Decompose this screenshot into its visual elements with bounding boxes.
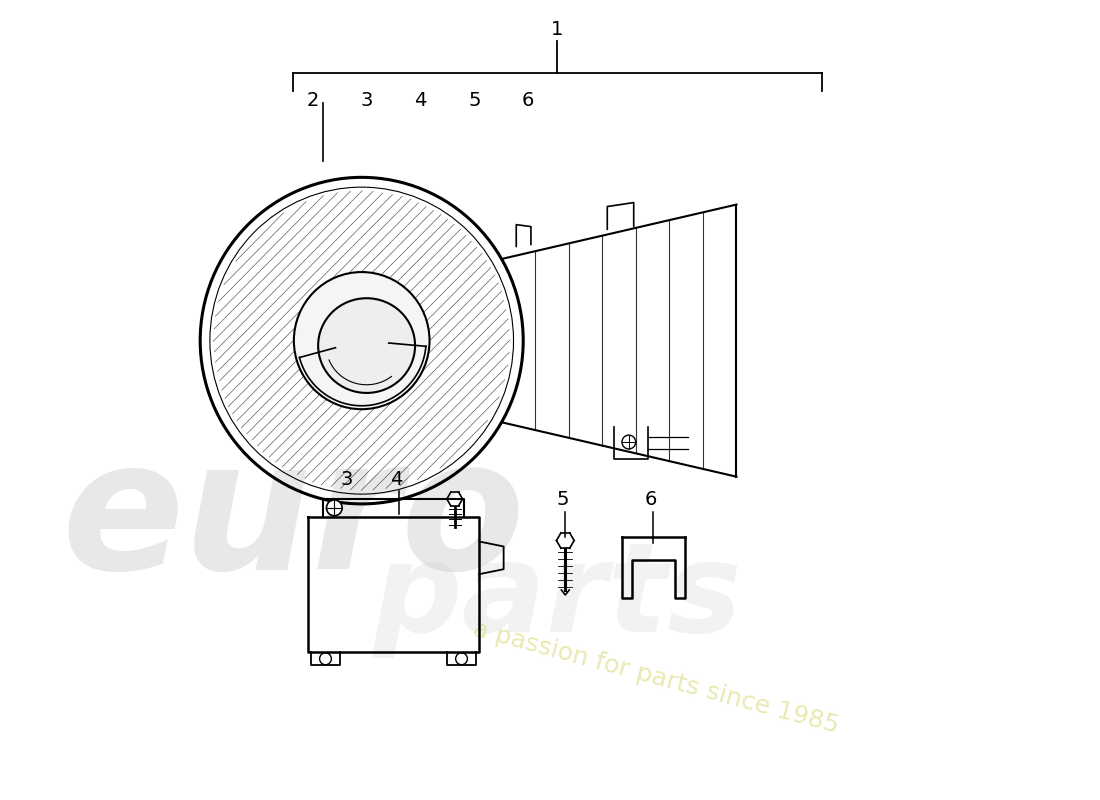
Text: 2: 2 (307, 91, 319, 110)
Text: parts: parts (373, 538, 742, 658)
Text: 3: 3 (341, 470, 353, 489)
Circle shape (621, 435, 636, 449)
Circle shape (294, 272, 429, 410)
Circle shape (327, 500, 342, 516)
Text: 5: 5 (468, 91, 481, 110)
Text: 4: 4 (415, 91, 427, 110)
Text: 3: 3 (361, 91, 373, 110)
Text: a passion for parts since 1985: a passion for parts since 1985 (470, 617, 842, 738)
Text: 5: 5 (557, 490, 569, 509)
Text: 6: 6 (521, 91, 535, 110)
Text: 1: 1 (551, 20, 563, 39)
Text: 4: 4 (389, 470, 403, 489)
Text: euro: euro (62, 430, 525, 606)
Text: 6: 6 (645, 490, 657, 509)
Ellipse shape (318, 298, 415, 393)
